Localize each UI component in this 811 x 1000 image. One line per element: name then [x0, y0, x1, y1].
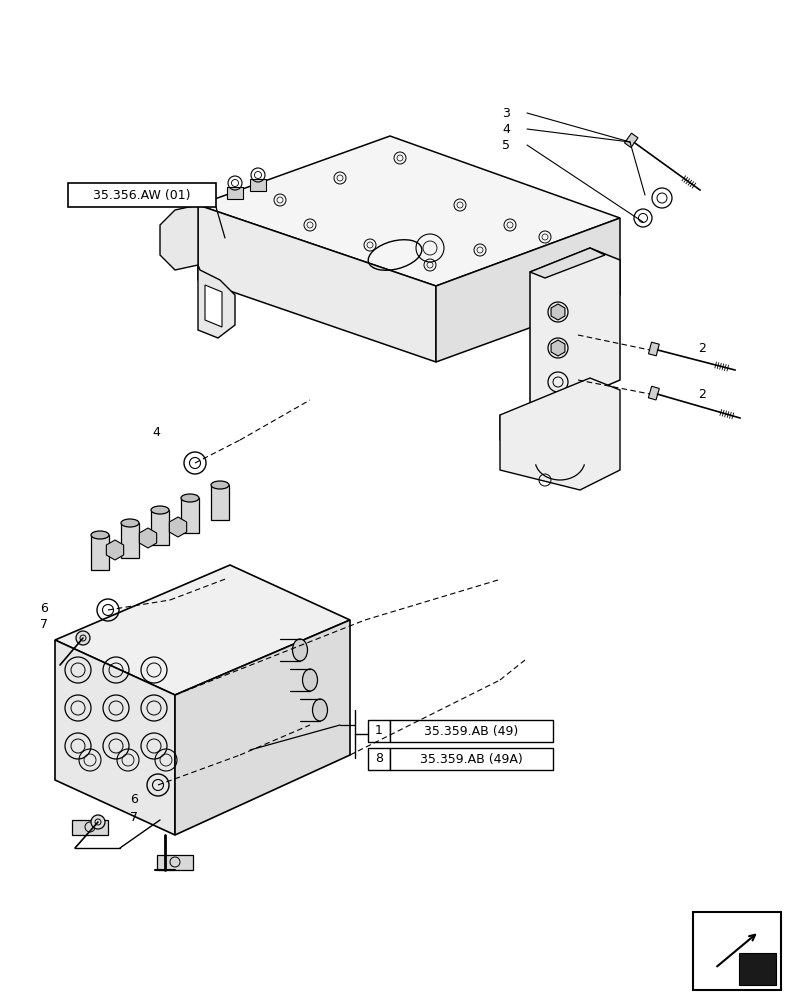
Ellipse shape — [292, 639, 307, 661]
Text: 1: 1 — [375, 724, 383, 738]
Text: 5: 5 — [501, 139, 509, 152]
Ellipse shape — [211, 481, 229, 489]
Text: 35.359.AB (49A): 35.359.AB (49A) — [419, 752, 522, 766]
Polygon shape — [55, 640, 175, 835]
Text: 6: 6 — [130, 793, 138, 806]
Polygon shape — [181, 498, 199, 533]
Text: 7: 7 — [40, 618, 48, 632]
Bar — [227, 187, 242, 199]
Text: 35.356.AW (01): 35.356.AW (01) — [93, 188, 191, 202]
Polygon shape — [55, 565, 350, 695]
Polygon shape — [436, 218, 620, 362]
Bar — [389, 748, 552, 770]
Ellipse shape — [121, 519, 139, 527]
Polygon shape — [175, 620, 350, 835]
Polygon shape — [500, 415, 530, 448]
Polygon shape — [72, 820, 108, 835]
Bar — [389, 720, 552, 742]
Text: 7: 7 — [130, 811, 138, 824]
Polygon shape — [198, 136, 620, 286]
Bar — [250, 179, 266, 191]
Polygon shape — [211, 485, 229, 520]
Polygon shape — [151, 510, 169, 545]
Ellipse shape — [312, 699, 327, 721]
Circle shape — [91, 815, 105, 829]
Polygon shape — [198, 265, 234, 338]
Polygon shape — [106, 540, 123, 560]
Ellipse shape — [303, 669, 317, 691]
Text: 8: 8 — [375, 752, 383, 766]
Polygon shape — [121, 523, 139, 558]
Text: 4: 4 — [152, 426, 160, 438]
Text: 35.359.AB (49): 35.359.AB (49) — [424, 724, 518, 738]
Text: 2: 2 — [697, 388, 705, 401]
Polygon shape — [198, 205, 436, 362]
Polygon shape — [91, 535, 109, 570]
Bar — [738, 953, 775, 985]
Ellipse shape — [151, 506, 169, 514]
Polygon shape — [648, 342, 659, 356]
Polygon shape — [647, 386, 659, 400]
Bar — [692, 912, 780, 990]
Text: 6: 6 — [40, 601, 48, 614]
Ellipse shape — [181, 494, 199, 502]
Polygon shape — [551, 304, 564, 320]
Polygon shape — [530, 248, 620, 415]
Bar — [367, 748, 389, 770]
Polygon shape — [160, 205, 198, 270]
Bar — [367, 720, 389, 742]
Polygon shape — [169, 517, 187, 537]
Ellipse shape — [91, 531, 109, 539]
Polygon shape — [500, 378, 620, 490]
Polygon shape — [157, 855, 193, 870]
Polygon shape — [551, 340, 564, 356]
Polygon shape — [530, 248, 604, 278]
Polygon shape — [624, 133, 637, 148]
Text: 4: 4 — [501, 123, 509, 136]
Polygon shape — [139, 528, 157, 548]
Text: 3: 3 — [501, 107, 509, 120]
Circle shape — [76, 631, 90, 645]
Polygon shape — [204, 285, 221, 327]
Bar — [68, 183, 216, 207]
Text: 2: 2 — [697, 342, 705, 355]
